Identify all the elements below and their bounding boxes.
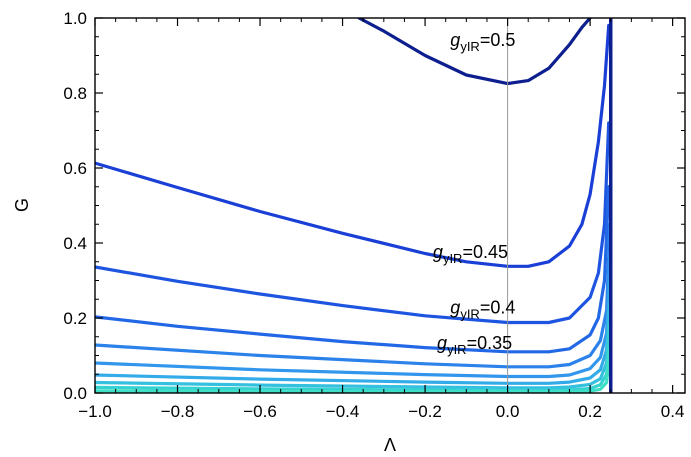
x-axis-ticks: −1.0 −0.8 −0.6 −0.4 −0.2 0.0 0.2 0.4: [78, 18, 684, 421]
x-tick-label: −0.4: [326, 402, 360, 421]
curve-label-3: gyIR=0.4: [450, 298, 515, 322]
axes-frame: [94, 17, 686, 394]
x-tick-label: −1.0: [78, 402, 112, 421]
y-tick-label: 0.0: [63, 384, 87, 403]
series-line-7: [95, 278, 612, 385]
y-tick-label: 0.2: [63, 309, 87, 328]
series-line-4: [95, 185, 611, 354]
y-tick-label: 0.8: [63, 84, 87, 103]
y-tick-label: 0.6: [63, 159, 87, 178]
curve-label-2: gyIR=0.45: [433, 242, 508, 266]
y-axis-label: G: [12, 198, 32, 212]
x-tick-label: 0.0: [496, 402, 520, 421]
y-axis-ticks: 0.0 0.2 0.4 0.6 0.8 1.0: [63, 9, 685, 403]
x-tick-label: 0.4: [661, 402, 685, 421]
series-line-1: [357, 18, 592, 86]
series-line-5: [95, 222, 612, 369]
series-line-6: [95, 252, 612, 379]
series-layer: [95, 18, 613, 393]
x-tick-label: −0.6: [243, 402, 277, 421]
series-line-2: [95, 23, 611, 268]
curve-annotations: gyIR=0.5 gyIR=0.45 gyIR=0.4 gyIR=0.35: [433, 30, 515, 357]
curve-label-4: gyIR=0.35: [437, 333, 512, 357]
plot-frame: [94, 17, 686, 394]
series-line-3: [95, 121, 611, 325]
curve-label-1: gyIR=0.5: [450, 30, 515, 54]
y-tick-label: 0.4: [63, 234, 87, 253]
x-tick-label: −0.8: [161, 402, 195, 421]
y-tick-label: 1.0: [63, 9, 87, 28]
x-tick-label: 0.2: [578, 402, 602, 421]
x-tick-label: −0.2: [408, 402, 442, 421]
x-axis-label: Λ: [384, 435, 396, 455]
